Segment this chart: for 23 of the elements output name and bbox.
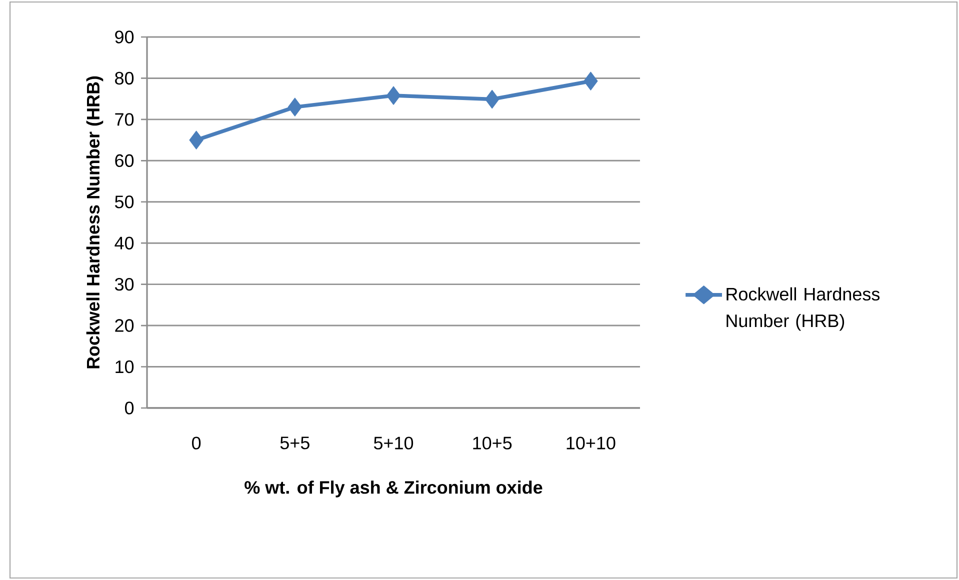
x-tick-label: 5+5	[280, 436, 310, 450]
y-axis-title: Rockwell Hardness Number (HRB)	[86, 76, 104, 368]
y-tick-label: 50	[114, 196, 134, 208]
point	[288, 98, 302, 116]
point	[584, 72, 598, 90]
y-tick-label: 20	[115, 319, 134, 332]
y-tick-label: 40	[114, 236, 134, 250]
y-tick-label: 60	[115, 154, 134, 168]
y-tick-label: 0	[124, 402, 134, 414]
y-tick-label: 70	[115, 113, 134, 126]
point	[386, 86, 401, 105]
point	[485, 90, 500, 109]
y-tick-label: 80	[115, 72, 134, 85]
y-tick-label: 30	[114, 278, 134, 291]
x-tick-label: 5+10	[374, 436, 414, 450]
y-tick-label: 90	[115, 30, 134, 44]
x-tick-label: 0	[192, 436, 201, 450]
x-tick-label: 10+5	[473, 436, 512, 450]
x-tick-label: 10+10	[566, 436, 616, 450]
y-tick-label: 10	[116, 360, 134, 374]
legend-label: Rockwell Hardness Number (HRB)	[726, 287, 880, 331]
point	[189, 130, 204, 150]
x-axis-title: % wt. of Fly ash & Zirconium oxide	[244, 480, 542, 498]
